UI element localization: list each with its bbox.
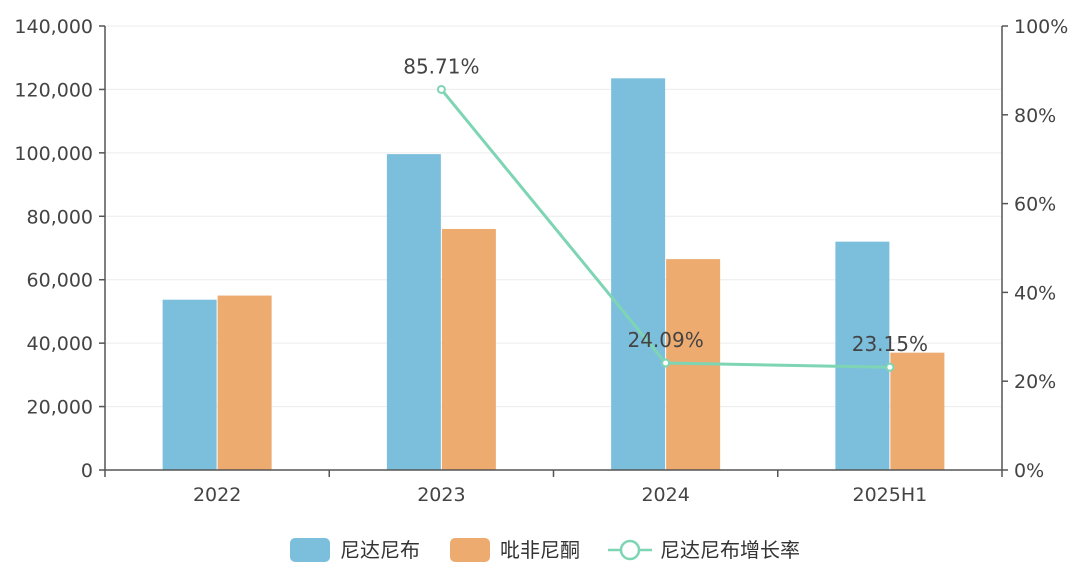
x-tick-label: 2024: [641, 484, 689, 506]
growth-point: [885, 362, 895, 372]
legend-label: 尼达尼布增长率: [660, 538, 800, 562]
y-left-tick-label: 100,000: [14, 143, 93, 165]
bar-nintedanib: [386, 154, 441, 470]
growth-data-label: 24.09%: [627, 328, 703, 352]
y-left-tick-label: 120,000: [14, 79, 93, 101]
legend-item[interactable]: 吡非尼酮: [450, 538, 580, 562]
y-left-tick-label: 40,000: [27, 333, 93, 355]
y-left-tick-label: 140,000: [14, 16, 93, 38]
bar-pirfenidone: [217, 295, 272, 470]
bar-nintedanib: [835, 241, 890, 470]
y-left-tick-label: 60,000: [27, 270, 93, 292]
legend-marker: [619, 539, 641, 561]
x-tick-label: 2022: [193, 484, 241, 506]
y-right-tick-label: 80%: [1014, 105, 1056, 127]
y-right-tick-label: 100%: [1014, 16, 1068, 38]
legend-label: 尼达尼布: [340, 538, 420, 562]
legend-item[interactable]: 尼达尼布: [290, 538, 420, 562]
data-labels: 85.71% 24.09% 23.15%: [403, 54, 928, 356]
growth-line-path: [440, 88, 890, 369]
legend-label: 吡非尼酮: [500, 538, 580, 562]
x-tick-label: 2023: [417, 484, 465, 506]
growth-point: [436, 84, 446, 94]
legend-item[interactable]: 尼达尼布增长率: [608, 538, 800, 562]
y-right-tick-label: 60%: [1014, 194, 1056, 216]
x-tick-label: 2025H1: [853, 484, 928, 506]
growth-line: [436, 84, 895, 372]
legend-swatch: [450, 538, 490, 562]
bar-pirfenidone: [441, 228, 496, 470]
y-right-tick-label: 40%: [1014, 282, 1056, 304]
y-left-tick-label: 20,000: [27, 397, 93, 419]
growth-data-label: 85.71%: [403, 54, 479, 78]
bar-pirfenidone: [890, 352, 945, 470]
y-left-tick-label: 80,000: [27, 206, 93, 228]
growth-data-label: 23.15%: [852, 332, 928, 356]
bar-nintedanib: [611, 78, 666, 470]
y-right-tick-label: 20%: [1014, 371, 1056, 393]
y-right-tick-label: 0%: [1014, 460, 1044, 482]
axes: 0 20,000 40,000 60,000 80,000 100,000 120,000 1…: [14, 16, 1068, 506]
growth-point: [661, 358, 671, 368]
bars: [162, 78, 945, 470]
bar-nintedanib: [162, 299, 217, 470]
legend[interactable]: 尼达尼布 吡非尼酮 尼达尼布增长率: [290, 538, 800, 562]
y-left-tick-label: 0: [81, 460, 93, 482]
legend-swatch: [290, 538, 330, 562]
